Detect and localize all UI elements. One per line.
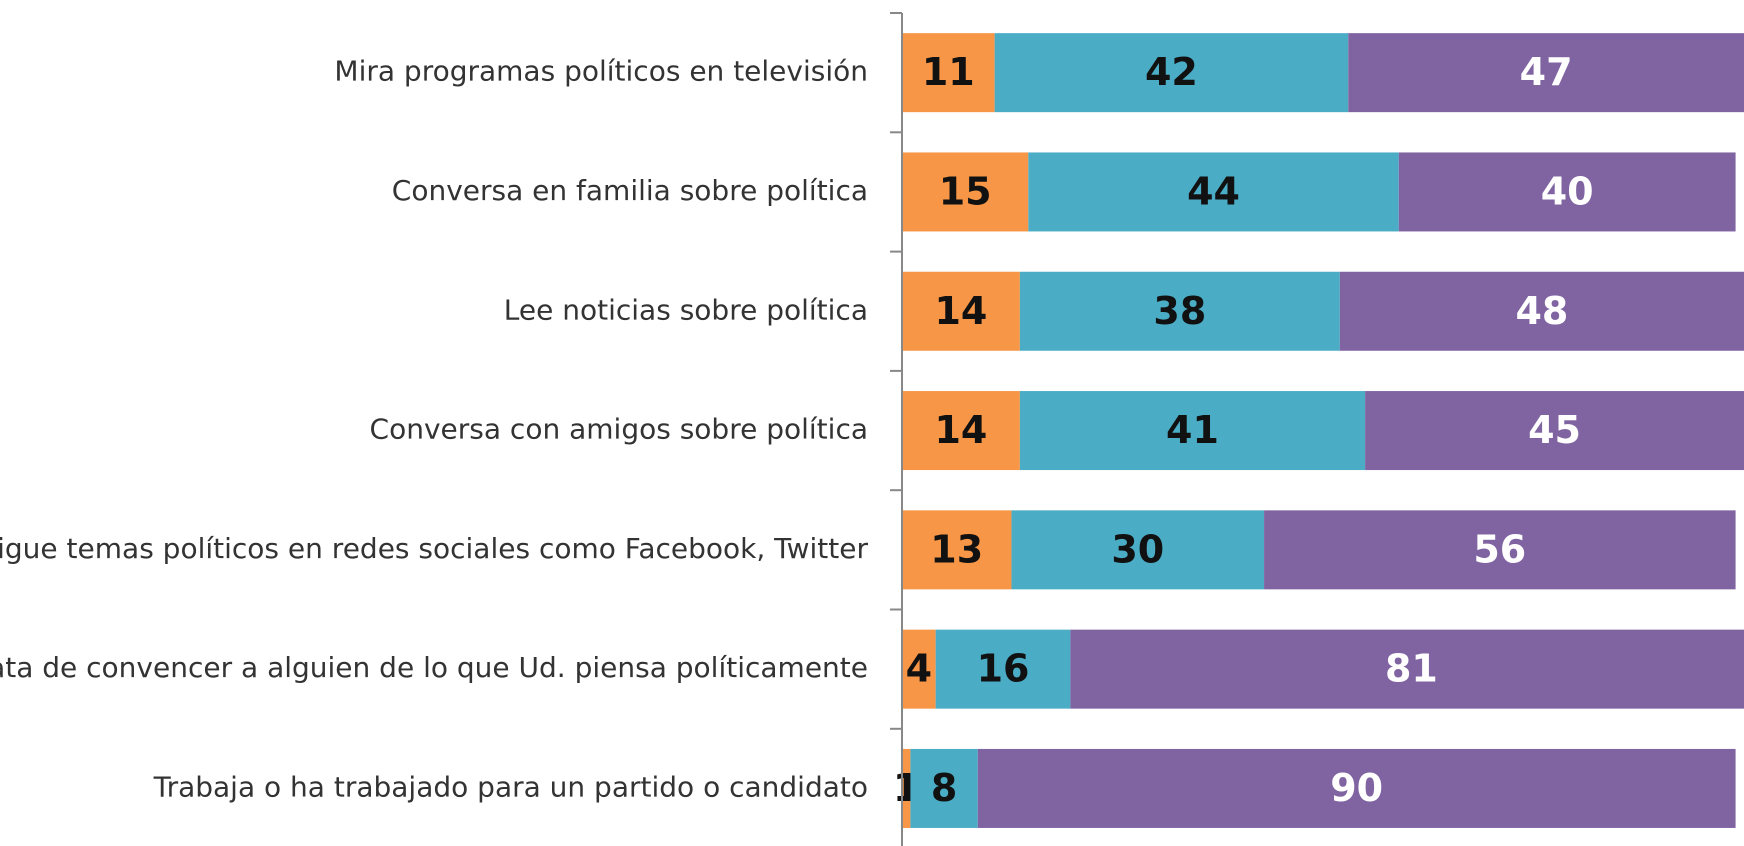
value-label: 90 <box>1330 766 1383 810</box>
bar-segment <box>1070 629 1744 709</box>
bar-segment <box>1019 391 1366 471</box>
value-label: 42 <box>1145 50 1198 94</box>
bar-segment <box>910 748 978 828</box>
category-label: Lee noticias sobre política <box>504 293 868 326</box>
bar-segment <box>902 271 1020 351</box>
category-label: Sigue temas políticos en redes sociales … <box>0 532 868 565</box>
category-label: Conversa en familia sobre política <box>392 174 868 207</box>
value-label: 81 <box>1385 647 1438 691</box>
bar-segment <box>1348 33 1744 113</box>
value-label: 4 <box>906 647 932 691</box>
bar-segment <box>1339 271 1744 351</box>
bar-segment <box>902 510 1012 590</box>
value-label: 45 <box>1528 408 1581 452</box>
value-label: 30 <box>1111 527 1164 571</box>
value-label: 14 <box>934 289 987 333</box>
category-label: Conversa con amigos sobre política <box>370 413 868 446</box>
category-label: Trata de convencer a alguien de lo que U… <box>0 651 868 684</box>
bar-segment <box>1365 391 1744 471</box>
bar-segment <box>902 33 995 113</box>
bar-segment <box>935 629 1071 709</box>
value-label: 14 <box>934 408 987 452</box>
bar-segment <box>902 391 1020 471</box>
value-label: 47 <box>1520 50 1573 94</box>
value-label: 41 <box>1166 408 1219 452</box>
bar-segment <box>1398 152 1736 232</box>
value-label: 16 <box>977 647 1030 691</box>
bar-segment <box>977 748 1736 828</box>
value-label: 8 <box>931 766 957 810</box>
value-label: 15 <box>939 169 992 213</box>
category-label: Mira programas políticos en televisión <box>334 55 868 88</box>
bar-segment <box>902 629 936 709</box>
bar-segment <box>902 152 1029 232</box>
value-label: 38 <box>1153 289 1206 333</box>
value-label: 44 <box>1187 169 1240 213</box>
value-label: 13 <box>930 527 983 571</box>
value-label: 48 <box>1515 289 1568 333</box>
value-label: 56 <box>1473 527 1526 571</box>
value-label: 11 <box>922 50 975 94</box>
bar-segment <box>1011 510 1265 590</box>
bar-segment <box>902 748 911 828</box>
bar-segment <box>1264 510 1736 590</box>
bar-segment <box>994 33 1349 113</box>
value-label: 40 <box>1541 169 1594 213</box>
bar-segment <box>1028 152 1399 232</box>
bar-segment <box>1019 271 1340 351</box>
category-label: Trabaja o ha trabajado para un partido o… <box>153 770 868 803</box>
